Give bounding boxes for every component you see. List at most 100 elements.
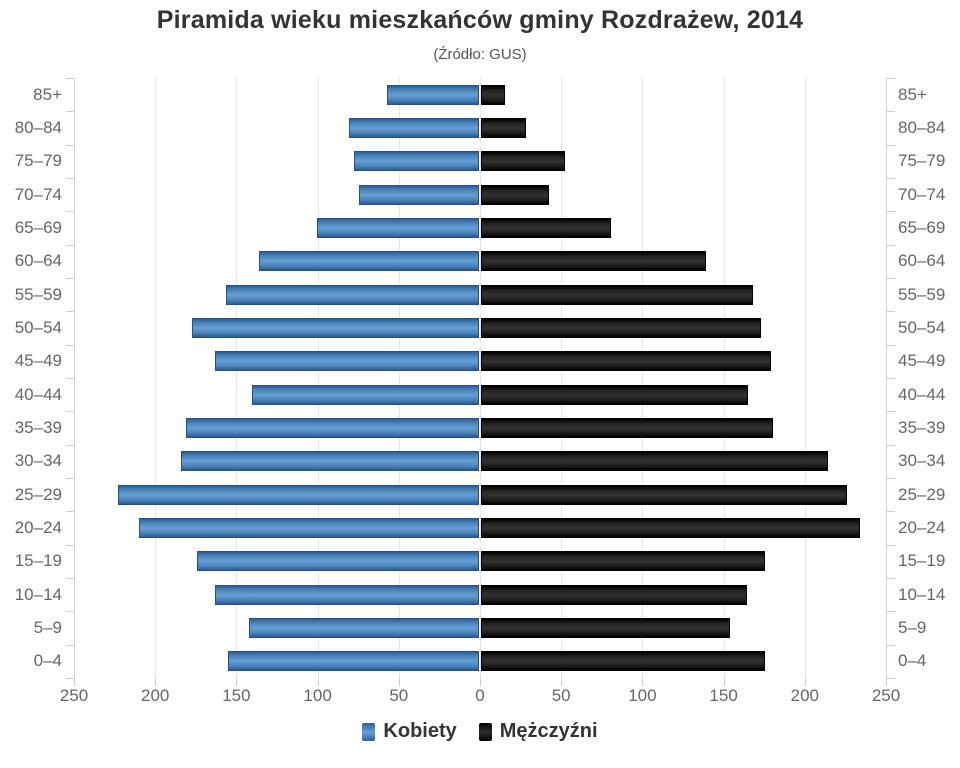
bar-kobiety-40–44[interactable] (252, 384, 479, 405)
left-axis-tick (66, 444, 74, 446)
age-label-left: 35–39 (14, 418, 62, 437)
age-label-right: 75–79 (898, 151, 946, 171)
age-label-right: 45–49 (898, 351, 946, 371)
age-label-left: 10–14 (14, 584, 62, 604)
x-axis-label: 150 (709, 686, 738, 705)
bar-mezczyzni-50–54[interactable] (481, 318, 762, 338)
bar-kobiety-25–29[interactable] (117, 484, 479, 505)
right-axis-tick (887, 144, 895, 146)
x-axis-tick (398, 678, 400, 686)
x-axis-tick (317, 678, 319, 686)
age-label-right: 5–9 (898, 618, 927, 637)
bar-kobiety-5–9[interactable] (248, 618, 479, 638)
left-axis-tick (66, 611, 74, 613)
left-axis-tick (66, 178, 74, 179)
x-axis-label: 100 (303, 686, 332, 705)
bar-mezczyzni-60–64[interactable] (481, 251, 707, 272)
right-axis-tick (887, 344, 895, 346)
age-label-left: 20–24 (14, 518, 62, 537)
legend-item-mezczyzni[interactable]: Mężczyźni (478, 720, 598, 743)
age-label-left: 50–54 (14, 318, 62, 337)
right-axis-tick (887, 78, 895, 79)
gridline (642, 78, 644, 678)
age-label-left: 45–49 (14, 351, 62, 371)
left-axis-tick (66, 478, 74, 479)
chart-subtitle: (Źródło: GUS) (433, 46, 527, 63)
bar-kobiety-85+[interactable] (386, 84, 479, 105)
x-axis-label: 50 (389, 686, 409, 705)
legend-item-kobiety[interactable]: Kobiety (362, 720, 457, 743)
bar-kobiety-15–19[interactable] (197, 551, 479, 572)
bar-mezczyzni-25–29[interactable] (481, 484, 848, 505)
bar-mezczyzni-15–19[interactable] (481, 551, 765, 572)
bar-mezczyzni-55–59[interactable] (481, 284, 754, 305)
bar-mezczyzni-35–39[interactable] (481, 418, 773, 438)
bar-mezczyzni-0–4[interactable] (481, 651, 765, 672)
age-label-left: 65–69 (14, 218, 62, 237)
age-label-right: 60–64 (898, 251, 946, 271)
x-axis-tick (723, 678, 725, 686)
right-axis-tick (887, 678, 895, 679)
bar-mezczyzni-30–34[interactable] (481, 451, 828, 472)
bar-kobiety-30–34[interactable] (180, 451, 479, 472)
x-axis-tick (74, 678, 75, 686)
age-label-right: 55–59 (898, 284, 946, 304)
x-axis-tick (642, 678, 644, 686)
left-axis-tick (66, 144, 74, 146)
gridline (804, 78, 806, 678)
x-axis-tick (804, 678, 806, 686)
right-axis-tick (887, 244, 895, 246)
gridline (723, 78, 725, 678)
bar-kobiety-45–49[interactable] (214, 351, 479, 372)
age-label-right: 80–84 (898, 118, 946, 137)
x-axis-label: 200 (141, 686, 170, 705)
x-axis-label: 0 (475, 686, 485, 705)
left-axis-tick (66, 278, 74, 279)
bar-kobiety-80–84[interactable] (349, 118, 479, 138)
bar-kobiety-70–74[interactable] (359, 184, 479, 205)
age-label-right: 20–24 (898, 518, 946, 537)
age-label-right: 50–54 (898, 318, 946, 337)
bar-mezczyzni-70–74[interactable] (481, 184, 550, 205)
right-axis-tick (887, 178, 895, 179)
age-label-left: 40–44 (14, 384, 62, 404)
mezczyzni-swatch-icon (478, 722, 492, 741)
bar-kobiety-50–54[interactable] (192, 318, 479, 338)
bar-mezczyzni-10–14[interactable] (481, 584, 747, 605)
gridline (561, 78, 563, 678)
left-axis-tick (66, 211, 74, 213)
bar-kobiety-20–24[interactable] (138, 518, 479, 538)
bar-kobiety-75–79[interactable] (354, 151, 479, 172)
bar-kobiety-65–69[interactable] (317, 218, 479, 238)
chart-title: Piramida wieku mieszkańców gminy Rozdraż… (156, 6, 804, 34)
bar-kobiety-10–14[interactable] (214, 584, 479, 605)
chart-legend: Kobiety Mężczyźni (0, 720, 960, 743)
legend-label-kobiety: Kobiety (383, 720, 457, 742)
left-axis-tick (66, 678, 74, 679)
bar-mezczyzni-45–49[interactable] (481, 351, 771, 372)
gridline (480, 78, 481, 678)
age-label-left: 55–59 (14, 284, 62, 304)
left-axis-tick (66, 78, 74, 79)
bar-mezczyzni-65–69[interactable] (481, 218, 611, 238)
right-axis-tick (887, 578, 895, 579)
age-label-right: 30–34 (898, 451, 946, 471)
age-label-left: 0–4 (33, 651, 62, 671)
bar-kobiety-55–59[interactable] (226, 284, 479, 305)
age-label-left: 85+ (33, 84, 62, 104)
bar-mezczyzni-5–9[interactable] (481, 618, 731, 638)
bar-kobiety-60–64[interactable] (258, 251, 479, 272)
bar-mezczyzni-75–79[interactable] (481, 151, 566, 172)
bar-mezczyzni-80–84[interactable] (481, 118, 527, 138)
bar-kobiety-35–39[interactable] (185, 418, 479, 438)
right-axis-tick (887, 111, 895, 113)
bar-mezczyzni-85+[interactable] (481, 84, 506, 105)
left-axis-tick (66, 578, 74, 579)
x-axis-tick (155, 678, 157, 686)
bar-kobiety-0–4[interactable] (227, 651, 479, 672)
age-label-right: 40–44 (898, 384, 946, 404)
bar-mezczyzni-20–24[interactable] (481, 518, 861, 538)
bar-mezczyzni-40–44[interactable] (481, 384, 749, 405)
gridline (317, 78, 319, 678)
